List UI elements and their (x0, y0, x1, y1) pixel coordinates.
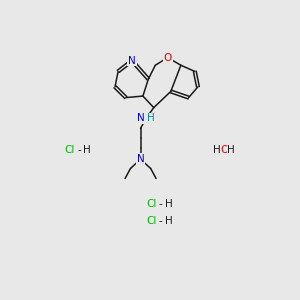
Text: -: - (159, 199, 163, 209)
Text: H: H (213, 145, 221, 155)
Text: N: N (137, 154, 145, 164)
Text: H: H (165, 199, 172, 209)
Text: -: - (159, 216, 163, 226)
Text: O: O (164, 52, 172, 63)
Text: O: O (220, 145, 228, 155)
Text: Cl: Cl (146, 216, 157, 226)
Text: H: H (147, 113, 154, 123)
Text: Cl: Cl (65, 145, 75, 155)
Text: N: N (137, 113, 145, 123)
Text: H: H (227, 145, 235, 155)
Text: N: N (128, 56, 136, 66)
Text: -: - (77, 145, 81, 155)
Text: H: H (165, 216, 172, 226)
Text: Cl: Cl (146, 199, 157, 209)
Text: H: H (83, 145, 91, 155)
